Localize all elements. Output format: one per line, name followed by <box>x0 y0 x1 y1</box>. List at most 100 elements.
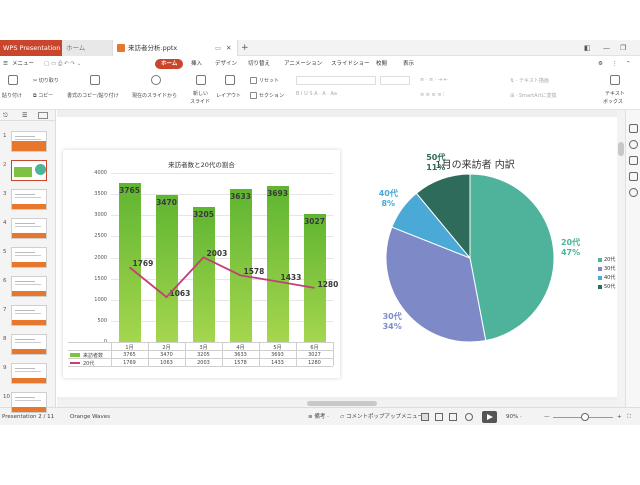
close-tab-icon[interactable]: ✕ <box>226 44 232 52</box>
bar[interactable] <box>303 214 326 342</box>
thumbnail-view-icon[interactable] <box>38 112 48 119</box>
animation-icon[interactable] <box>629 156 638 165</box>
tab-home[interactable]: ホーム <box>62 40 112 56</box>
paste-icon[interactable] <box>8 75 20 85</box>
comment-popup-button[interactable]: ▱ コメントポップアップメニュー <box>340 408 423 426</box>
menu-review[interactable]: 校閲 <box>376 61 388 67</box>
format-painter-button[interactable]: 書式のコピー/貼り付け <box>67 93 119 99</box>
quick-toolbar-icons[interactable]: ▢ ▭ ⎙ ↶ ↷ ⌄ <box>44 61 82 67</box>
menu-view[interactable]: 表示 <box>403 61 415 67</box>
menu-transitions[interactable]: 切り替え <box>248 61 271 67</box>
text-box-button-line2[interactable]: ボックス <box>603 99 623 105</box>
slide-thumbnail[interactable] <box>11 218 47 239</box>
menu-design[interactable]: デザイン <box>215 61 238 67</box>
layout-grid-icon[interactable] <box>225 75 237 85</box>
bar-line-chart[interactable]: 来訪者数と20代の割合 0500100015002000250030003500… <box>63 150 340 378</box>
notes-label: 備考 <box>314 414 326 420</box>
minimize-icon[interactable]: — <box>603 44 610 52</box>
collapse-ribbon-icon[interactable]: ⌃ <box>626 61 631 67</box>
pie-slice-label: 40代 8% <box>373 189 403 209</box>
theme-name[interactable]: Orange Waves <box>70 414 111 420</box>
main-menu[interactable]: メニュー <box>12 61 35 67</box>
layout-icon[interactable]: ◧ <box>584 44 591 52</box>
align-icons[interactable]: ≡ ≡ ≡ ≡ ⫶ <box>420 92 445 98</box>
bar[interactable] <box>118 182 141 342</box>
maximize-icon[interactable]: ❐ <box>620 44 627 52</box>
pie-chart[interactable] <box>380 172 580 372</box>
slide-thumbnail[interactable] <box>11 363 47 384</box>
font-family-select[interactable] <box>296 76 376 85</box>
pie-slice[interactable] <box>415 173 471 260</box>
section-button[interactable]: セクション <box>250 92 284 99</box>
bar[interactable] <box>192 206 215 342</box>
horizontal-scrollbar[interactable] <box>57 400 617 407</box>
text-direction-icons[interactable]: ⇅ · テキスト描画 <box>510 78 549 84</box>
property-icon[interactable] <box>629 124 638 133</box>
fit-window-icon[interactable]: ⛶ <box>627 414 631 420</box>
slide-thumbnail[interactable] <box>11 305 47 326</box>
play-slideshow-button[interactable] <box>482 411 497 423</box>
cut-button[interactable]: ✂ 切り取り <box>33 77 59 84</box>
settings-icon[interactable]: ⚙ <box>598 61 603 67</box>
smartart-button[interactable]: ⊞ · SmartArtに変換 <box>510 93 557 99</box>
menu-insert[interactable]: 挿入 <box>191 61 203 67</box>
history-icon[interactable] <box>629 188 638 197</box>
new-slide-button-line2[interactable]: スライド <box>190 99 211 105</box>
outline-view-icon[interactable]: ☰ <box>22 112 28 119</box>
reading-view-icon[interactable] <box>449 413 457 421</box>
bar[interactable] <box>266 185 289 342</box>
slide-thumbnail[interactable] <box>11 276 47 297</box>
zoom-level[interactable]: 90% · <box>506 414 522 420</box>
reset-button[interactable]: リセット <box>250 77 279 84</box>
presenter-icon[interactable] <box>465 413 473 421</box>
zoom-slider-knob[interactable] <box>581 413 589 421</box>
pie-label-percent: 11% <box>426 162 446 172</box>
hamburger-icon[interactable]: ☰ <box>3 61 8 67</box>
horizontal-scroll-thumb[interactable] <box>307 401 377 406</box>
legend-swatch <box>598 266 602 271</box>
pane-toggle-icon[interactable]: ⎋ <box>3 112 8 119</box>
new-tab-button[interactable]: + <box>241 43 249 53</box>
new-slide-icon[interactable] <box>196 75 208 85</box>
monitor-icon[interactable]: ▭ <box>215 44 222 52</box>
slide-thumbnail[interactable] <box>11 131 47 152</box>
pie-slice[interactable] <box>385 226 487 343</box>
zoom-out-icon[interactable]: — <box>544 414 550 420</box>
gridline <box>111 215 333 217</box>
style-icon[interactable] <box>629 140 638 149</box>
adjust-icon[interactable] <box>629 172 638 181</box>
menu-home[interactable]: ホーム <box>155 59 184 69</box>
line-series-20s[interactable] <box>128 256 315 299</box>
vertical-scrollbar[interactable] <box>617 110 625 407</box>
more-icon[interactable]: ⋮ <box>612 61 618 67</box>
from-current-slide-button[interactable]: 現在のスライドから <box>132 93 178 99</box>
slide-sorter-icon[interactable] <box>435 413 443 421</box>
tab-wps-presentation[interactable]: WPS Presentation <box>0 40 62 56</box>
paste-button[interactable]: 貼り付け <box>2 93 23 99</box>
new-slide-button[interactable]: 新しい <box>193 91 209 97</box>
font-size-select[interactable] <box>380 76 410 85</box>
text-box-icon[interactable] <box>610 75 622 85</box>
slide-thumbnail[interactable] <box>11 392 47 413</box>
font-format-icons[interactable]: B I U S A · A · Aa <box>296 91 337 97</box>
slideshow-icon[interactable] <box>151 75 163 85</box>
bar[interactable] <box>229 188 252 342</box>
menu-slideshow[interactable]: スライドショー <box>331 61 370 67</box>
menu-animation[interactable]: アニメーション <box>284 61 323 67</box>
paragraph-icons[interactable]: ≡ · ≡ · ⇥ ⇤ <box>420 77 448 83</box>
text-box-button[interactable]: テキスト <box>605 91 625 97</box>
slide-thumbnail[interactable] <box>11 247 47 268</box>
slide-thumbnail[interactable] <box>11 334 47 355</box>
tab-document[interactable]: 来訪者分析.pptx ▭ ✕ <box>112 40 238 56</box>
vertical-scroll-thumb[interactable] <box>618 142 624 156</box>
notes-button[interactable]: ≡ 備考 · <box>308 414 329 420</box>
pie-slice[interactable] <box>469 173 555 342</box>
normal-view-icon[interactable] <box>421 413 429 421</box>
bar[interactable] <box>155 195 178 342</box>
slide-thumbnail[interactable] <box>11 160 47 181</box>
format-painter-icon[interactable] <box>90 75 102 85</box>
copy-button[interactable]: ⧉ コピー <box>33 92 53 99</box>
slide-thumbnail[interactable] <box>11 189 47 210</box>
layout-button[interactable]: レイアウト <box>216 93 242 99</box>
zoom-in-icon[interactable]: + <box>617 414 622 420</box>
